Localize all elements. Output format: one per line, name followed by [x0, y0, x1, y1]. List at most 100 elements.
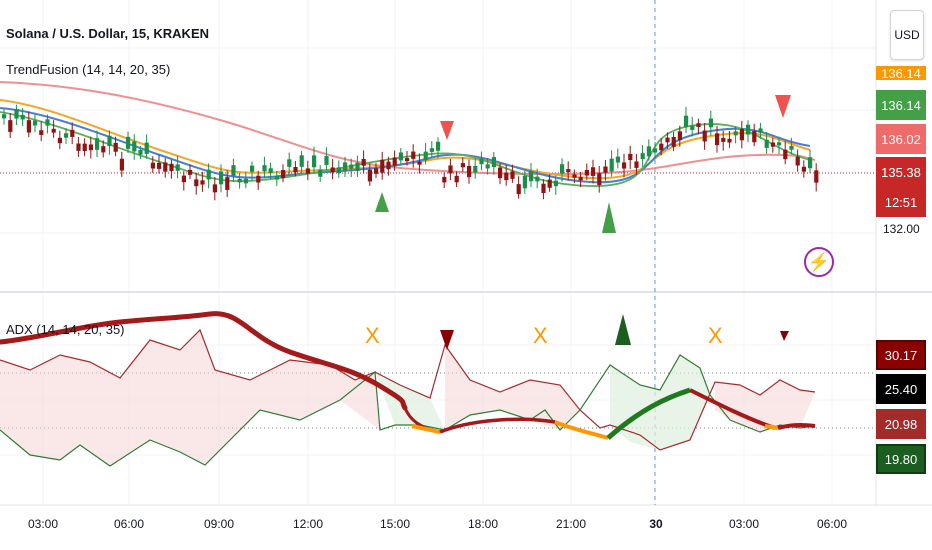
candle-body — [491, 157, 496, 168]
adx-tag-value: 30.17 — [876, 340, 926, 370]
candle-body — [715, 133, 720, 146]
candle-body — [535, 176, 540, 182]
adx-line-neutral — [411, 424, 441, 434]
candle-body — [423, 151, 428, 161]
candle-body — [361, 158, 366, 166]
candle-body — [138, 149, 143, 155]
candle-body — [312, 155, 317, 168]
adx-line-rising — [606, 387, 691, 440]
candle-body — [126, 136, 131, 149]
time-label: 18:00 — [467, 517, 499, 531]
candle-body — [268, 168, 273, 174]
adx-tag-value: 25.40 — [876, 374, 926, 404]
candle-body — [553, 180, 558, 187]
time-label: 06:00 — [816, 517, 848, 531]
price-tag-ma: 136.02 — [876, 124, 926, 154]
candle-body — [212, 184, 217, 193]
candle-body — [250, 165, 255, 172]
candle-body — [405, 158, 410, 162]
candle-body — [516, 184, 521, 195]
sell-signal-triangle — [775, 95, 791, 118]
candle-body — [175, 164, 180, 171]
candle-body — [206, 169, 211, 180]
candle-body — [708, 118, 713, 128]
candle-body — [411, 151, 416, 159]
candle-body — [566, 169, 571, 173]
adx-fill-red — [715, 380, 815, 432]
time-label: 12:00 — [292, 517, 324, 531]
candle-body — [808, 157, 813, 169]
candle-body — [498, 167, 503, 179]
time-label: 03:00 — [728, 517, 760, 531]
candle-body — [529, 171, 534, 182]
candle-body — [88, 144, 93, 151]
candle-body — [721, 137, 726, 142]
candle-body — [777, 142, 782, 146]
candle-body — [82, 143, 87, 152]
candle-body — [417, 161, 422, 165]
x-marker: X — [533, 323, 548, 348]
candle-body — [671, 136, 676, 147]
candle-body — [20, 114, 25, 120]
candle-body — [448, 165, 453, 174]
candle-body — [386, 161, 391, 170]
candle-body — [101, 146, 106, 153]
time-label: 09:00 — [203, 517, 235, 531]
candle-body — [628, 153, 633, 161]
candle-body — [256, 175, 261, 183]
candle-body — [293, 166, 298, 173]
candle-body — [702, 130, 707, 142]
candle-body — [758, 128, 763, 133]
candle-body — [541, 183, 546, 194]
adx-indicator-label[interactable]: ADX (14, 14, 20, 35) — [6, 322, 125, 337]
ma-orange-line — [0, 99, 811, 180]
price-tag-timer: 12:51 — [876, 187, 926, 217]
buy-marker-triangle — [615, 314, 631, 345]
adx-line-neutral — [554, 420, 609, 440]
candle-body — [696, 123, 701, 127]
candle-body — [727, 138, 732, 143]
candle-body — [510, 171, 515, 179]
candle-body — [14, 109, 19, 119]
candle-body — [467, 165, 472, 178]
candle-body — [169, 163, 174, 171]
candle-body — [157, 162, 162, 169]
candle-body — [795, 156, 800, 166]
time-label: 21:00 — [555, 517, 587, 531]
candle-body — [380, 159, 385, 173]
candle-body — [243, 178, 248, 184]
candle-body — [45, 119, 50, 126]
indicator-label[interactable]: TrendFusion (14, 14, 20, 35) — [6, 62, 171, 77]
candle-body — [355, 162, 360, 171]
candle-body — [367, 169, 372, 182]
candle-body — [8, 120, 13, 132]
sell-signal-triangle — [440, 121, 454, 140]
candle-body — [659, 143, 664, 151]
candle-body — [26, 120, 31, 133]
candle-body — [473, 165, 478, 173]
candle-body — [584, 169, 589, 176]
candle-body — [181, 175, 186, 183]
lightning-bolt-icon[interactable]: ⚡ — [804, 247, 834, 277]
adx-line — [439, 417, 556, 434]
candle-body — [225, 177, 230, 190]
candle-body — [622, 162, 627, 169]
candle-body — [343, 162, 348, 172]
currency-button[interactable]: USD — [890, 10, 924, 60]
symbol-title[interactable]: Solana / U.S. Dollar, 15, KRAKEN — [6, 26, 209, 41]
candle-body — [231, 165, 236, 176]
adx-line — [0, 311, 408, 411]
candle-body — [801, 166, 806, 172]
candle-body — [107, 135, 112, 147]
candle-body — [132, 141, 137, 152]
candle-body — [113, 142, 118, 152]
candle-body — [33, 120, 38, 126]
grid-lines — [0, 0, 876, 505]
candle-body — [200, 180, 205, 185]
candle-body — [95, 138, 100, 150]
candle-body — [429, 148, 434, 152]
candle-body — [640, 153, 645, 160]
candle-body — [733, 131, 738, 136]
adx-line — [777, 422, 816, 430]
